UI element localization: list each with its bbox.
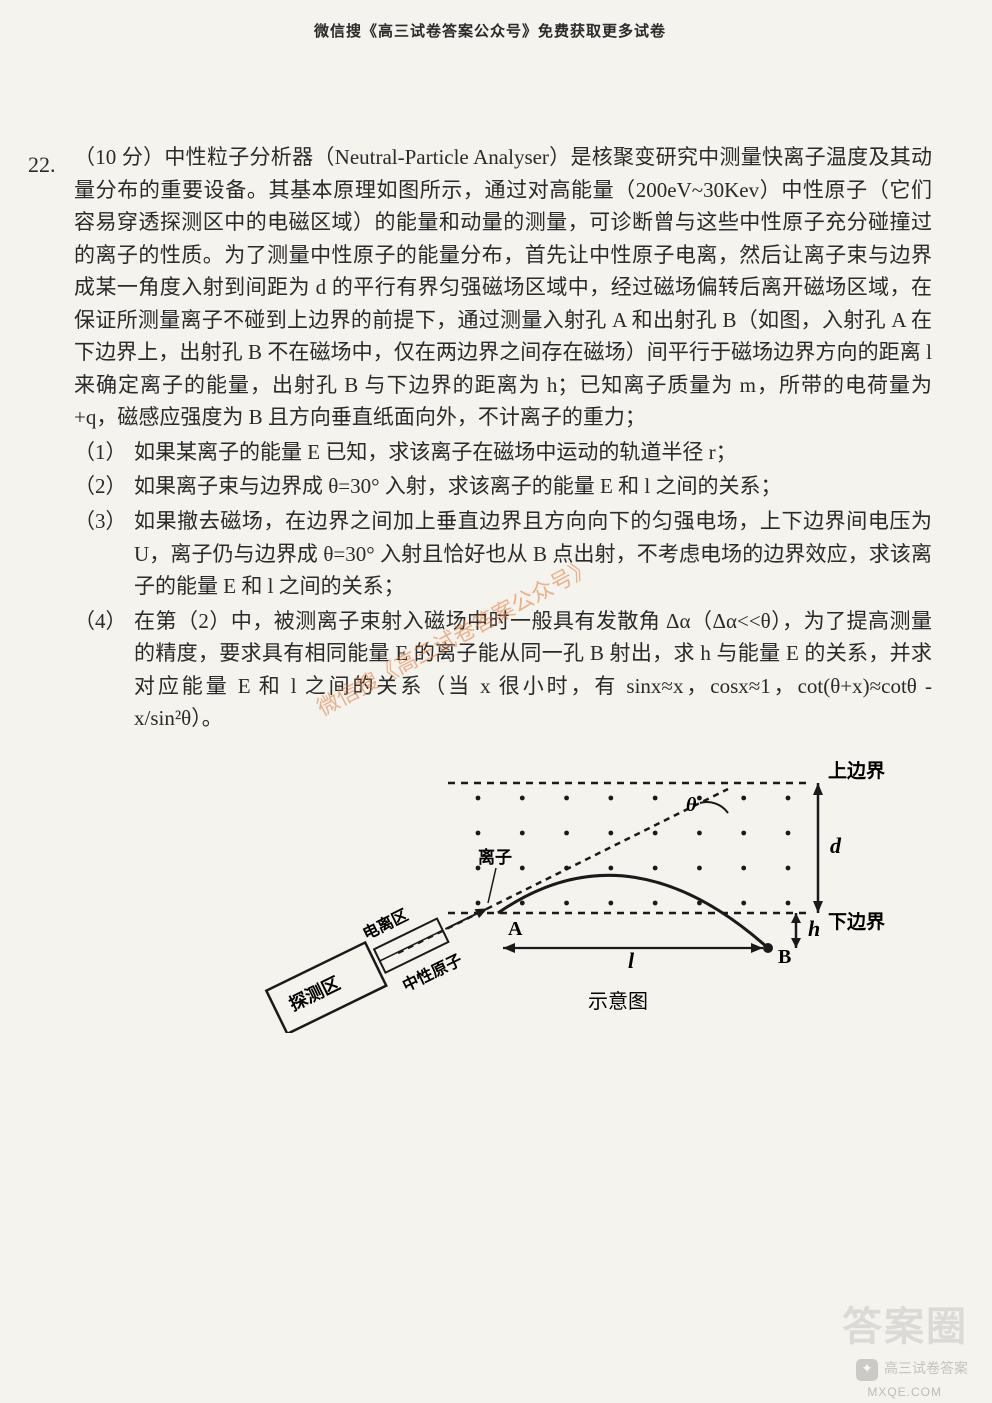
url-watermark: MXQE.COM <box>867 1385 942 1399</box>
ion-trajectory <box>498 875 768 948</box>
subq2-num: （2） <box>74 470 134 503</box>
question-intro: （10 分）中性粒子分析器（Neutral-Particle Analyser）… <box>74 141 932 434</box>
subq4-num: （4） <box>74 605 134 735</box>
h-arrow-down <box>791 938 801 948</box>
field-dot <box>520 865 525 870</box>
field-dot <box>786 900 791 905</box>
sub-question-2: （2） 如果离子束与边界成 θ=30° 入射，求该离子的能量 E 和 l 之间的… <box>74 470 932 503</box>
l-arrow-right <box>751 943 763 953</box>
field-dot <box>697 865 702 870</box>
field-dot <box>564 900 569 905</box>
theta-label: θ <box>686 794 697 816</box>
theta-arc <box>700 802 728 813</box>
field-dot <box>741 900 746 905</box>
neutral-label: 中性原子 <box>399 950 465 995</box>
ion-pointer <box>488 868 496 903</box>
field-dot <box>697 830 702 835</box>
page-header: 微信搜《高三试卷答案公众号》免费获取更多试卷 <box>48 20 932 41</box>
detector-label: 探测区 <box>285 972 343 1015</box>
ionize-label: 电离区 <box>360 905 411 943</box>
bottom-watermark: 答案圈 ✦ 高三试卷答案 <box>842 1294 968 1381</box>
l-arrow-left <box>503 943 515 953</box>
subq2-text: 如果离子束与边界成 θ=30° 入射，求该离子的能量 E 和 l 之间的关系； <box>134 470 932 503</box>
subq3-text: 如果撤去磁场，在边界之间加上垂直边界且方向向下的匀强电场，上下边界间电压为 U，… <box>134 505 932 603</box>
field-dot <box>564 830 569 835</box>
field-dot <box>608 795 613 800</box>
field-dot <box>653 900 658 905</box>
field-dot <box>476 900 481 905</box>
d-label: d <box>830 833 842 858</box>
field-dot <box>608 865 613 870</box>
points: （10 分） <box>74 145 164 169</box>
diagram-svg: d h θ A B l 上边界 <box>248 753 888 1033</box>
field-dot <box>653 865 658 870</box>
A-label: A <box>508 918 523 940</box>
field-dot <box>653 795 658 800</box>
field-dot <box>741 865 746 870</box>
ion-label: 离子 <box>478 847 512 867</box>
field-dot <box>786 830 791 835</box>
field-dot <box>476 795 481 800</box>
sub-question-4: （4） 在第（2）中，被测离子束射入磁场中时一般具有发散角 Δα（Δα<<θ），… <box>74 605 932 735</box>
d-arrow-up <box>813 783 823 795</box>
lower-label: 下边界 <box>828 911 885 933</box>
l-label: l <box>628 948 635 973</box>
field-dot <box>564 795 569 800</box>
diagram-caption: 示意图 <box>588 990 648 1013</box>
subq1-num: （1） <box>74 436 134 469</box>
ion-beam-arrow <box>475 904 490 918</box>
field-dot <box>741 795 746 800</box>
field-dot <box>476 830 481 835</box>
field-dots <box>476 795 791 905</box>
sub-question-3: （3） 如果撤去磁场，在边界之间加上垂直边界且方向向下的匀强电场，上下边界间电压… <box>74 505 932 603</box>
field-dot <box>786 865 791 870</box>
subq4-text: 在第（2）中，被测离子束射入磁场中时一般具有发散角 Δα（Δα<<θ），为了提高… <box>134 605 932 735</box>
page: 微信搜《高三试卷答案公众号》免费获取更多试卷 22. （10 分）中性粒子分析器… <box>0 0 992 1403</box>
question-number: 22. <box>28 152 56 178</box>
d-arrow-down <box>813 901 823 913</box>
h-label: h <box>808 916 820 941</box>
field-dot <box>608 900 613 905</box>
subq3-num: （3） <box>74 505 134 603</box>
field-dot <box>520 900 525 905</box>
field-dot <box>697 795 702 800</box>
field-dot <box>653 830 658 835</box>
field-dot <box>520 795 525 800</box>
detector-group: 探测区 电离区 中性原子 <box>259 872 507 1033</box>
B-point <box>763 943 773 953</box>
field-dot <box>786 795 791 800</box>
diagram: d h θ A B l 上边界 <box>248 753 888 1033</box>
logo-text: 答案圈 <box>842 1294 968 1352</box>
B-label: B <box>778 946 791 968</box>
intro-text: 中性粒子分析器（Neutral-Particle Analyser）是核聚变研究… <box>74 145 932 429</box>
upper-label: 上边界 <box>828 760 885 782</box>
wechat-label: 高三试卷答案 <box>884 1362 968 1377</box>
field-dot <box>741 830 746 835</box>
field-dot <box>608 830 613 835</box>
ionize-slit1 <box>380 930 443 961</box>
sub-question-1: （1） 如果某离子的能量 E 已知，求该离子在磁场中运动的轨道半径 r； <box>74 436 932 469</box>
wechat-line: ✦ 高三试卷答案 <box>842 1358 968 1381</box>
h-arrow-up <box>791 913 801 923</box>
field-dot <box>520 830 525 835</box>
subq1-text: 如果某离子的能量 E 已知，求该离子在磁场中运动的轨道半径 r； <box>134 436 932 469</box>
wechat-icon: ✦ <box>856 1359 878 1381</box>
